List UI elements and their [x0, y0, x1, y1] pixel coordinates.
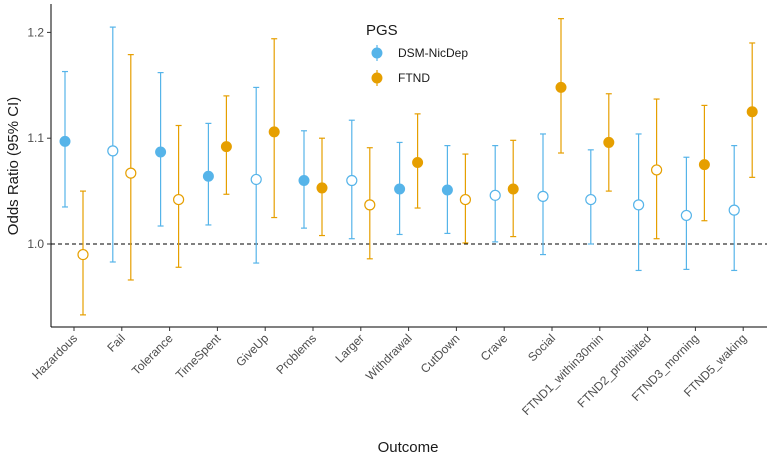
estimate-point — [585, 193, 597, 206]
estimate-point — [316, 182, 328, 194]
estimate-point — [489, 189, 501, 201]
x-tick-label: Fail — [104, 331, 128, 355]
x-axis-title: Outcome — [378, 439, 439, 455]
y-axis: 1.0 1.1 1.2 — [27, 25, 51, 251]
estimate-point — [394, 183, 406, 195]
estimate-point — [459, 193, 471, 206]
estimate-point — [746, 106, 758, 118]
estimate-point — [698, 159, 710, 171]
estimate-point — [59, 135, 71, 147]
legend-key-point — [371, 72, 383, 84]
legend-label: DSM-NicDep — [398, 46, 468, 60]
estimate-point — [77, 248, 89, 261]
legend: PGS DSM-NicDep FTND — [366, 22, 468, 86]
x-tick-label: Social — [525, 331, 558, 364]
x-tick-label: FTND1_within30min — [519, 331, 606, 418]
estimate-point — [155, 146, 167, 158]
x-tick-label: GiveUp — [233, 331, 271, 369]
x-tick-label: Larger — [332, 331, 366, 365]
estimate-point — [125, 167, 137, 179]
x-tick-label: Crave — [478, 331, 511, 364]
estimate-point — [107, 145, 119, 157]
y-tick-label: 1.0 — [27, 237, 44, 251]
estimate-point — [298, 175, 310, 187]
x-tick-label: Tolerance — [129, 331, 176, 378]
estimate-point — [537, 190, 549, 202]
legend-key-point — [371, 47, 383, 59]
estimate-point — [173, 193, 185, 206]
estimate-point — [680, 209, 693, 222]
estimate-point — [507, 183, 519, 195]
estimate-point — [632, 199, 645, 211]
y-axis-title: Odds Ratio (95% CI) — [5, 97, 22, 235]
y-tick-label: 1.2 — [27, 25, 44, 39]
x-tick-label: Withdrawal — [363, 331, 415, 383]
y-tick-label: 1.1 — [27, 131, 44, 145]
estimate-point — [728, 204, 740, 216]
legend-title: PGS — [366, 22, 398, 39]
x-tick-label: CutDown — [418, 331, 463, 376]
estimate-point — [250, 173, 262, 186]
estimate-point — [220, 141, 232, 153]
estimate-point — [346, 174, 358, 187]
estimate-point — [202, 170, 214, 182]
estimate-point — [650, 164, 663, 176]
x-tick-label: Problems — [273, 331, 319, 377]
estimate-point — [441, 184, 453, 196]
x-tick-label: Hazardous — [29, 331, 80, 382]
estimate-point — [364, 199, 376, 211]
legend-label: FTND — [398, 71, 430, 85]
estimate-point — [555, 81, 567, 93]
estimate-point — [412, 157, 424, 169]
plot-area — [51, 18, 767, 316]
x-tick-label: TimeSpent — [173, 331, 224, 382]
estimate-point — [268, 126, 280, 138]
estimate-point — [603, 136, 615, 148]
